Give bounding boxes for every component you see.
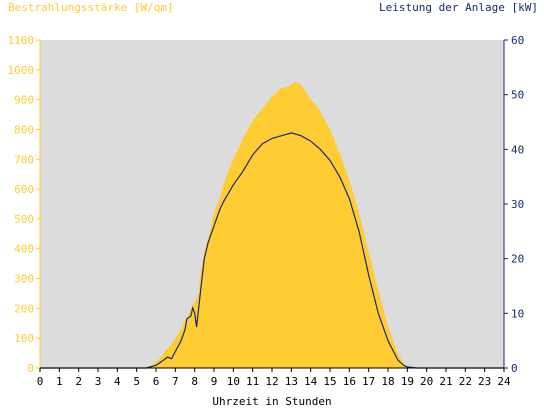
left-axis-ticks: 0 100 200 300 400 500 600 700 800 900 1000 1100 [8,34,40,375]
right-tick-label: 30 [511,198,524,211]
x-tick-label: 24 [497,375,511,388]
x-axis-title: Uhrzeit in Stunden [212,395,331,408]
left-tick-label: 1000 [8,64,35,77]
right-tick-label: 50 [511,89,524,102]
x-tick-label: 14 [304,375,318,388]
x-tick-label: 10 [227,375,240,388]
x-tick-label: 4 [114,375,121,388]
left-axis-title: Bestrahlungsstärke [W/qm] [8,1,174,14]
left-tick-label: 400 [14,243,34,256]
x-tick-label: 12 [265,375,278,388]
right-tick-label: 20 [511,253,524,266]
left-tick-label: 0 [27,362,34,375]
left-tick-label: 800 [14,123,34,136]
x-tick-label: 9 [211,375,218,388]
x-tick-label: 5 [133,375,140,388]
x-tick-label: 15 [323,375,336,388]
right-axis-ticks: 0 10 20 30 40 50 60 [504,34,524,375]
x-tick-label: 3 [95,375,102,388]
right-axis-title: Leistung der Anlage [kW] [379,1,538,14]
x-tick-label: 2 [75,375,82,388]
x-tick-label: 6 [153,375,160,388]
left-tick-label: 900 [14,94,34,107]
x-tick-label: 17 [362,375,375,388]
x-axis-ticks: 0 1 2 3 4 5 6 7 8 9 10 11 12 13 14 15 16 17 18 19 20 21 22 23 24 [37,368,511,388]
x-tick-label: 1 [56,375,63,388]
left-tick-label: 300 [14,273,34,286]
irradiance-area [40,81,504,368]
x-tick-label: 16 [343,375,356,388]
right-tick-label: 0 [511,362,518,375]
x-tick-label: 13 [285,375,298,388]
right-tick-label: 60 [511,34,524,47]
x-tick-label: 20 [420,375,433,388]
x-tick-label: 23 [478,375,491,388]
x-tick-label: 0 [37,375,44,388]
left-tick-label: 500 [14,213,34,226]
right-tick-label: 40 [511,143,524,156]
power-line [40,132,504,369]
right-tick-label: 10 [511,307,524,320]
left-tick-label: 100 [14,332,34,345]
x-tick-label: 19 [401,375,414,388]
x-tick-label: 8 [191,375,198,388]
x-tick-label: 11 [246,375,259,388]
left-tick-label: 1100 [8,34,35,47]
left-tick-label: 700 [14,153,34,166]
x-tick-label: 18 [381,375,394,388]
x-tick-label: 22 [459,375,472,388]
x-tick-label: 21 [439,375,452,388]
left-tick-label: 200 [14,302,34,315]
x-tick-label: 7 [172,375,179,388]
left-tick-label: 600 [14,183,34,196]
